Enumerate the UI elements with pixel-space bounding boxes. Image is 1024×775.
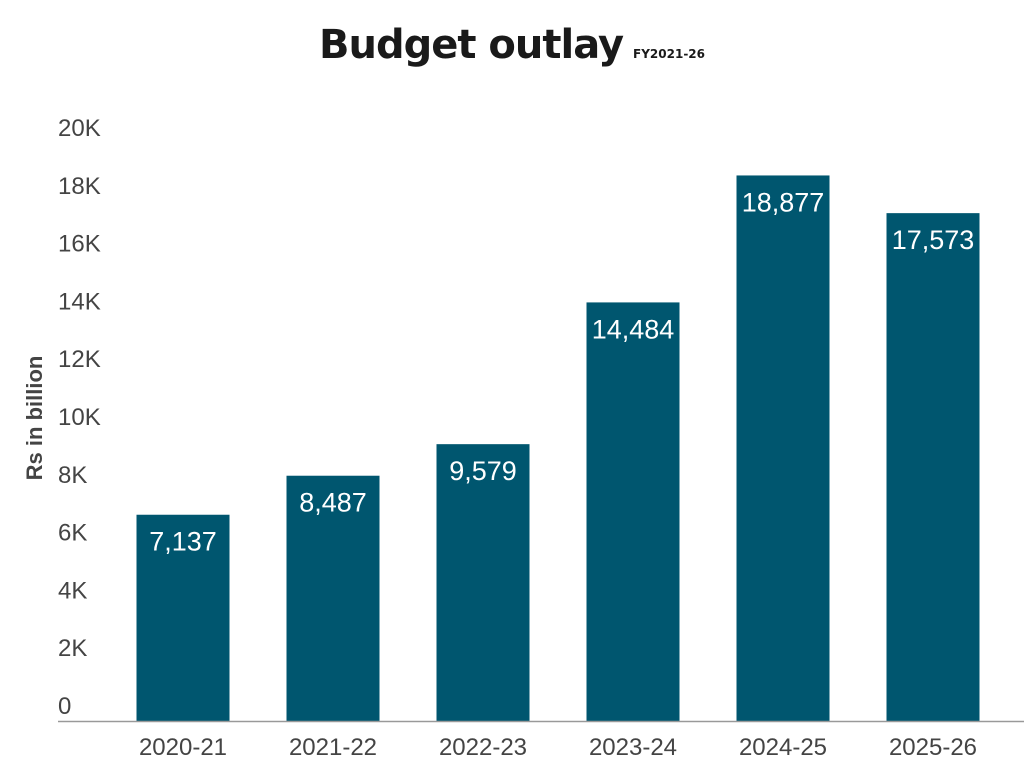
data-label: 7,137: [149, 527, 217, 557]
y-tick-label: 10K: [58, 404, 101, 431]
bar: [286, 475, 380, 721]
y-tick-label: 20K: [58, 115, 101, 142]
chart-title: Budget outlay: [319, 22, 624, 68]
y-tick-label: 16K: [58, 231, 101, 258]
y-tick-label: 6K: [58, 520, 87, 547]
x-tick-label: 2025-26: [889, 734, 977, 761]
bar: [886, 213, 980, 721]
data-label: 17,573: [892, 225, 975, 255]
y-axis-label: Rs in billion: [22, 356, 47, 481]
data-label: 14,484: [592, 314, 675, 344]
bar: [736, 175, 830, 721]
data-label: 18,877: [742, 187, 825, 217]
bar: [436, 444, 530, 721]
bar: [586, 302, 680, 721]
y-tick-label: 12K: [58, 346, 101, 373]
chart-title-area: Budget outlay FY2021-26: [0, 22, 1024, 68]
chart-subtitle: FY2021-26: [633, 47, 705, 61]
y-tick-label: 0: [58, 693, 71, 720]
y-tick-label: 18K: [58, 173, 101, 200]
data-label: 9,579: [449, 456, 517, 486]
y-tick-label: 14K: [58, 288, 101, 315]
y-tick-label: 8K: [58, 462, 87, 489]
x-tick-label: 2022-23: [439, 734, 527, 761]
y-tick-label: 4K: [58, 577, 87, 604]
bar: [136, 514, 230, 721]
x-tick-label: 2021-22: [289, 734, 377, 761]
x-tick-label: 2020-21: [139, 734, 227, 761]
x-tick-label: 2023-24: [589, 734, 677, 761]
y-tick-label: 2K: [58, 635, 87, 662]
x-tick-label: 2024-25: [739, 734, 827, 761]
data-label: 8,487: [299, 488, 367, 518]
